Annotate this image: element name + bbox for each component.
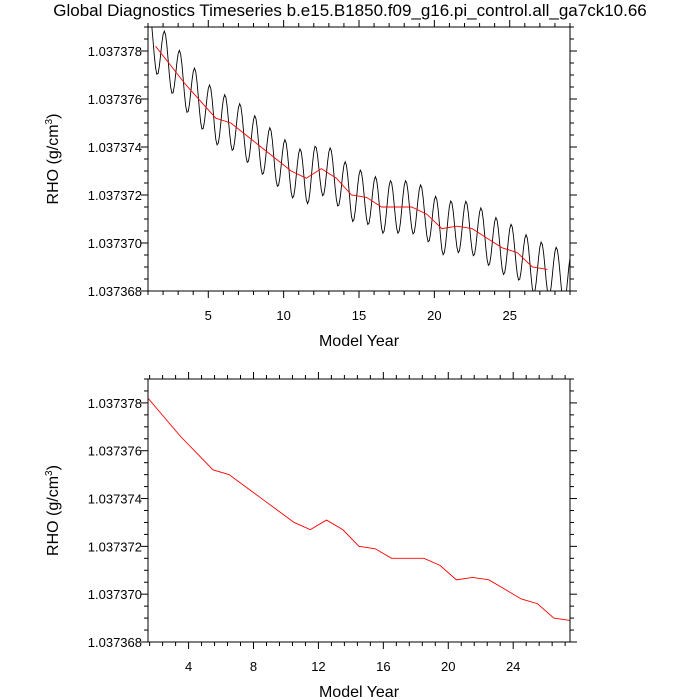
series-annual-line [148, 398, 570, 620]
y-tick-label: 1.037368 [88, 635, 142, 650]
y-tick-label: 1.037378 [88, 44, 142, 59]
top-timeseries-chart: 5 10 15 20 25 1.037368 1.037370 1.037372 1.03737… [44, 12, 577, 350]
x-tick-label: 20 [441, 659, 455, 674]
y-axis-title-close: ) [45, 114, 62, 119]
y-tick-label: 1.037376 [88, 92, 142, 107]
y-tick-label: 1.037372 [88, 539, 142, 554]
series-monthly-line [148, 12, 570, 303]
x-tick-label: 8 [250, 659, 257, 674]
plot-frame [148, 27, 570, 291]
x-tick-label: 5 [205, 308, 212, 323]
x-tick-label: 12 [311, 659, 325, 674]
x-tick-label: 4 [185, 659, 192, 674]
x-tick-label: 20 [427, 308, 441, 323]
x-tick-label: 10 [276, 308, 290, 323]
y-tick-label: 1.037376 [88, 444, 142, 459]
bottom-annual-chart: 4 8 12 16 20 24 1.037368 1.037370 1.037372 1.0373… [44, 372, 577, 700]
y-tick-label: 1.037372 [88, 188, 142, 203]
y-axis-title: RHO (g/cm3) [44, 465, 62, 556]
y-tick-label: 1.037374 [88, 492, 142, 507]
x-axis-title: Model Year [319, 684, 400, 700]
y-tick-label: 1.037374 [88, 140, 142, 155]
y-tick-label: 1.037368 [88, 284, 142, 299]
x-tick-label: 24 [506, 659, 520, 674]
y-axis-title: RHO (g/cm3) [44, 114, 62, 205]
charts-canvas: 5 10 15 20 25 1.037368 1.037370 1.037372 1.03737… [0, 0, 700, 700]
x-tick-label: 16 [376, 659, 390, 674]
plot-frame [148, 379, 570, 642]
y-axis-title-main: RHO (g/cm [45, 124, 62, 204]
y-tick-label: 1.037370 [88, 236, 142, 251]
x-axis-title: Model Year [319, 333, 400, 350]
x-tick-label: 25 [502, 308, 516, 323]
y-tick-label: 1.037370 [88, 587, 142, 602]
x-tick-label: 15 [352, 308, 366, 323]
y-axis-title-main: RHO (g/cm [45, 476, 62, 556]
y-axis-title-close: ) [45, 465, 62, 470]
y-tick-label: 1.037378 [88, 396, 142, 411]
series-annual-line [156, 46, 548, 269]
